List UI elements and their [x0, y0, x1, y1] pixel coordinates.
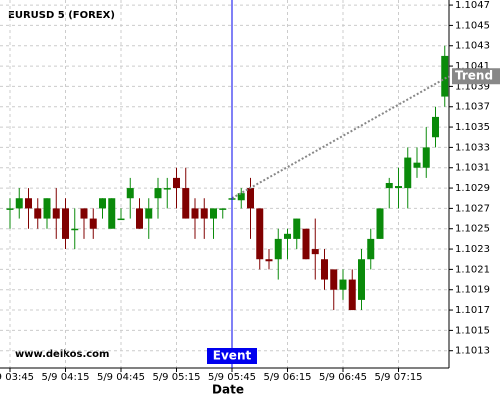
candle-body — [80, 208, 88, 219]
x-tick-label: 5/9 03:45 — [0, 372, 34, 383]
candle-body — [274, 238, 282, 260]
candle-body — [432, 116, 439, 138]
candle-body — [34, 208, 42, 219]
candle-body — [302, 228, 310, 260]
candle-body — [126, 188, 134, 199]
x-tick-label: 5/9 04:45 — [97, 372, 145, 383]
candle-body — [348, 279, 356, 311]
candle-body — [89, 218, 97, 229]
trend-line — [231, 75, 450, 200]
trend-label-box — [452, 68, 500, 85]
y-tick-label: 1.1027 — [455, 203, 490, 214]
candle-body — [358, 259, 365, 300]
candle-body — [422, 147, 430, 168]
y-tick-label: 1.1037 — [455, 102, 490, 113]
chart-title: EURUSD 5 (FOREX) — [8, 10, 115, 21]
candle-body — [265, 259, 273, 262]
x-tick-label: 5/9 05:45 — [208, 372, 256, 383]
y-tick-label: 1.1013 — [455, 346, 490, 357]
candle-body — [71, 228, 79, 231]
candle-body — [182, 188, 190, 219]
candle-body — [367, 238, 375, 260]
candle-body — [62, 208, 69, 239]
x-tick-label: 5/9 04:15 — [41, 372, 89, 383]
candle-body — [108, 198, 116, 229]
candle-body — [43, 198, 51, 219]
candle-body — [395, 186, 402, 189]
y-tick-label: 1.1025 — [455, 224, 490, 235]
candle-body — [99, 198, 106, 209]
candle-body — [6, 208, 14, 210]
y-tick-label: 1.1047 — [455, 0, 490, 11]
candle-body — [25, 198, 32, 209]
y-tick-label: 1.1033 — [455, 142, 490, 153]
candle-body — [284, 233, 291, 239]
y-tick-label: 1.1017 — [455, 305, 490, 316]
candle-body — [404, 157, 412, 189]
event-label-box — [207, 348, 257, 364]
candle-body — [145, 208, 153, 219]
y-tick-label: 1.1035 — [455, 122, 490, 133]
y-tick-label: 1.1041 — [455, 61, 490, 72]
candle-body — [117, 218, 125, 221]
candle-body — [219, 208, 227, 210]
candle-body — [376, 208, 384, 239]
candle-body — [339, 279, 347, 290]
candle-body — [385, 182, 393, 189]
watermark: www.delkos.com — [15, 349, 109, 360]
y-tick-label: 1.1021 — [455, 264, 490, 275]
candle-body — [173, 177, 180, 189]
y-tick-label: 1.1045 — [455, 20, 490, 31]
trend-label: Trend — [455, 69, 493, 83]
candle-body — [293, 218, 301, 239]
candle-body — [330, 269, 338, 290]
candle-body — [237, 193, 245, 201]
candle-body — [311, 249, 319, 255]
y-tick-label: 1.1043 — [455, 41, 490, 52]
candle-body — [154, 188, 162, 199]
candle-body — [210, 208, 217, 219]
y-tick-label: 1.1023 — [455, 244, 490, 255]
y-tick-label: 1.1039 — [455, 81, 490, 92]
candle-body — [191, 208, 199, 219]
candle-body — [163, 188, 171, 190]
y-tick-label: 1.1015 — [455, 325, 490, 336]
y-tick-label: 1.1029 — [455, 183, 490, 194]
candle-body — [200, 208, 208, 219]
candle-body — [441, 55, 449, 97]
x-tick-label: 5/9 07:15 — [374, 372, 422, 383]
x-axis-label: Date — [212, 383, 244, 397]
y-tick-label: 1.1019 — [455, 285, 490, 296]
candle-body — [136, 208, 143, 229]
candle-body — [321, 259, 328, 280]
x-tick-label: 5/9 05:15 — [152, 372, 200, 383]
candle-body — [413, 162, 421, 168]
event-label: Event — [213, 349, 252, 363]
x-tick-label: 5/9 06:15 — [263, 372, 311, 383]
y-tick-label: 1.1031 — [455, 163, 490, 174]
candle-body — [247, 188, 254, 209]
candle-body — [52, 208, 60, 219]
candle-body — [256, 208, 264, 260]
x-tick-label: 5/9 06:45 — [319, 372, 367, 383]
grid — [0, 0, 449, 368]
candle-body — [15, 198, 23, 209]
